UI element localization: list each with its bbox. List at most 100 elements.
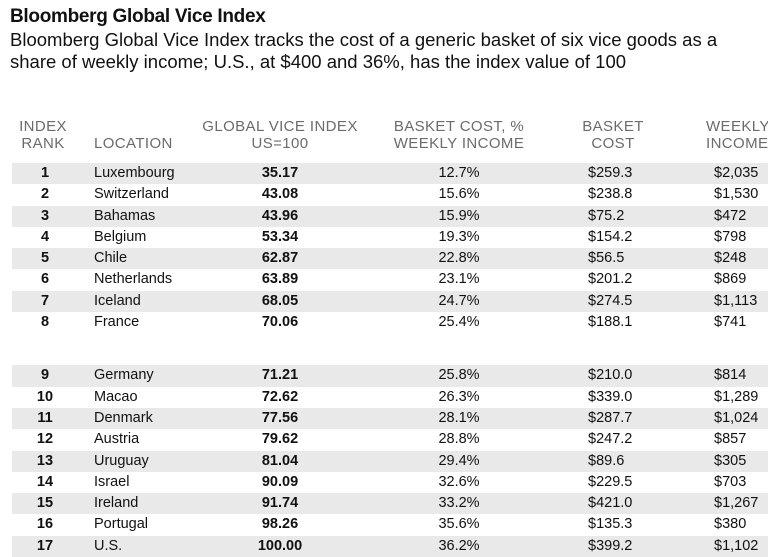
cell-weekly-income: $1,289	[714, 388, 759, 405]
cell-gvi: 63.89	[261, 271, 299, 288]
cell-basket-pct: 29.4%	[438, 452, 480, 469]
header-index-rank: INDEX RANK	[16, 118, 70, 152]
cell-basket-cost: $154.2	[588, 228, 633, 245]
table-row: 16 Portugal 98.26 35.6% $135.3 $380	[12, 514, 768, 535]
header-wi-line1: WEEKLY	[706, 118, 768, 135]
cell-weekly-income: $1,530	[714, 186, 759, 203]
cell-basket-cost: $238.8	[588, 186, 633, 203]
cell-location: Macao	[94, 388, 138, 405]
cell-location: Iceland	[94, 292, 141, 309]
cell-basket-pct: 15.9%	[438, 207, 480, 224]
cell-weekly-income: $741	[714, 314, 747, 331]
cell-gvi: 43.96	[261, 207, 299, 224]
cell-gvi: 77.56	[261, 409, 299, 426]
cell-rank: 13	[36, 452, 54, 469]
cell-basket-cost: $188.1	[588, 314, 633, 331]
cell-basket-cost: $287.7	[588, 409, 633, 426]
header-gvi-line2: US=100	[251, 135, 309, 152]
cell-rank: 10	[36, 388, 54, 405]
cell-rank: 2	[40, 186, 50, 203]
cell-weekly-income: $1,267	[714, 495, 759, 512]
cell-basket-pct: 12.7%	[438, 165, 480, 181]
table-row: 2 Switzerland 43.08 15.6% $238.8 $1,530	[12, 184, 768, 205]
cell-weekly-income: $703	[714, 473, 747, 490]
table-row: 5 Chile 62.87 22.8% $56.5 $248	[12, 248, 768, 270]
cell-location: Austria	[94, 431, 140, 448]
header-basket-cost: BASKET COST	[572, 118, 654, 152]
table-row: 15 Ireland 91.74 33.2% $421.0 $1,267	[12, 493, 768, 515]
cell-gvi: 90.09	[261, 473, 299, 490]
cell-location: Germany	[94, 367, 154, 384]
table-row: 1 Luxembourg 35.17 12.7% $259.3 $2,035	[12, 163, 768, 185]
cell-weekly-income: $380	[714, 516, 747, 533]
cell-basket-pct: 28.8%	[438, 431, 480, 448]
cell-basket-pct: 32.6%	[438, 473, 480, 490]
table-row: 11 Denmark 77.56 28.1% $287.7 $1,024	[12, 407, 768, 430]
header-index-rank-line1: INDEX	[19, 118, 67, 135]
table-row: 14 Israel 90.09 32.6% $229.5 $703	[12, 472, 768, 493]
cell-weekly-income: $248	[714, 250, 747, 267]
cell-basket-pct: 19.3%	[438, 228, 480, 245]
cell-weekly-income: $305	[714, 452, 747, 469]
cell-basket-cost: $399.2	[588, 537, 633, 554]
cell-gvi: 100.00	[257, 537, 303, 554]
table-row: 17 U.S. 100.00 36.2% $399.2 $1,102	[12, 535, 768, 557]
cell-basket-pct: 35.6%	[438, 516, 480, 533]
cell-basket-pct: 22.8%	[438, 250, 480, 267]
cell-weekly-income: $2,035	[714, 165, 759, 181]
cell-weekly-income: $869	[714, 271, 747, 288]
table-row: 7 Iceland 68.05 24.7% $274.5 $1,113	[12, 290, 768, 313]
cell-gvi: 62.87	[261, 250, 299, 267]
table-row: 10 Macao 72.62 26.3% $339.0 $1,289	[12, 387, 768, 408]
header-gvi-line1: GLOBAL VICE INDEX	[202, 118, 358, 135]
cell-gvi: 35.17	[261, 165, 299, 181]
cell-basket-cost: $274.5	[588, 292, 633, 309]
cell-location: Netherlands	[94, 271, 173, 288]
table-row: 4 Belgium 53.34 19.3% $154.2 $798	[12, 227, 768, 248]
cell-basket-pct: 26.3%	[438, 388, 480, 405]
table-row: 6 Netherlands 63.89 23.1% $201.2 $869	[12, 269, 768, 290]
cell-weekly-income: $1,113	[714, 292, 758, 309]
cell-basket-cost: $56.5	[588, 250, 625, 267]
cell-basket-cost: $135.3	[588, 516, 633, 533]
cell-location: Israel	[94, 473, 130, 490]
cell-rank: 3	[40, 207, 50, 224]
cell-location: Denmark	[94, 409, 153, 426]
cell-location: Luxembourg	[94, 165, 175, 181]
cell-basket-cost: $421.0	[588, 495, 633, 512]
cell-location: U.S.	[94, 537, 123, 554]
cell-basket-pct: 24.7%	[438, 292, 480, 309]
cell-location: Uruguay	[94, 452, 149, 469]
cell-location: Chile	[94, 250, 128, 267]
table-row: 13 Uruguay 81.04 29.4% $89.6 $305	[12, 450, 768, 472]
cell-rank: 8	[40, 314, 50, 331]
cell-basket-pct: 15.6%	[438, 186, 480, 203]
cell-basket-pct: 28.1%	[438, 409, 480, 426]
header-bc-line1: BASKET COST, %	[393, 118, 525, 135]
cell-rank: 4	[40, 228, 50, 245]
table-row: 12 Austria 79.62 28.8% $247.2 $857	[12, 429, 768, 450]
cell-basket-cost: $89.6	[588, 452, 625, 469]
cell-location: Portugal	[94, 516, 149, 533]
cell-basket-cost: $259.3	[588, 165, 633, 181]
cell-gvi: 91.74	[261, 495, 299, 512]
cell-gvi: 72.62	[261, 388, 299, 405]
table-row: 8 France 70.06 25.4% $188.1 $741	[12, 312, 768, 333]
cell-weekly-income: $1,102	[714, 537, 759, 554]
cell-basket-pct: 33.2%	[438, 495, 480, 512]
header-index-rank-line2: RANK	[21, 135, 65, 152]
header-global-vice-index: GLOBAL VICE INDEX US=100	[194, 118, 366, 152]
header-basket-cost-pct: BASKET COST, % WEEKLY INCOME	[385, 118, 533, 152]
cell-basket-cost: $210.0	[588, 367, 633, 384]
cell-basket-pct: 25.4%	[438, 314, 480, 331]
cell-basket-cost: $229.5	[588, 473, 633, 490]
cell-rank: 12	[36, 431, 54, 448]
header-location: LOCATION	[94, 135, 173, 152]
cell-rank: 5	[40, 250, 50, 267]
table-gap	[12, 333, 768, 365]
cell-basket-cost: $201.2	[588, 271, 633, 288]
cell-weekly-income: $798	[714, 228, 747, 245]
cell-basket-pct: 25.8%	[438, 367, 480, 384]
cell-gvi: 70.06	[261, 314, 299, 331]
cell-gvi: 81.04	[261, 452, 299, 469]
